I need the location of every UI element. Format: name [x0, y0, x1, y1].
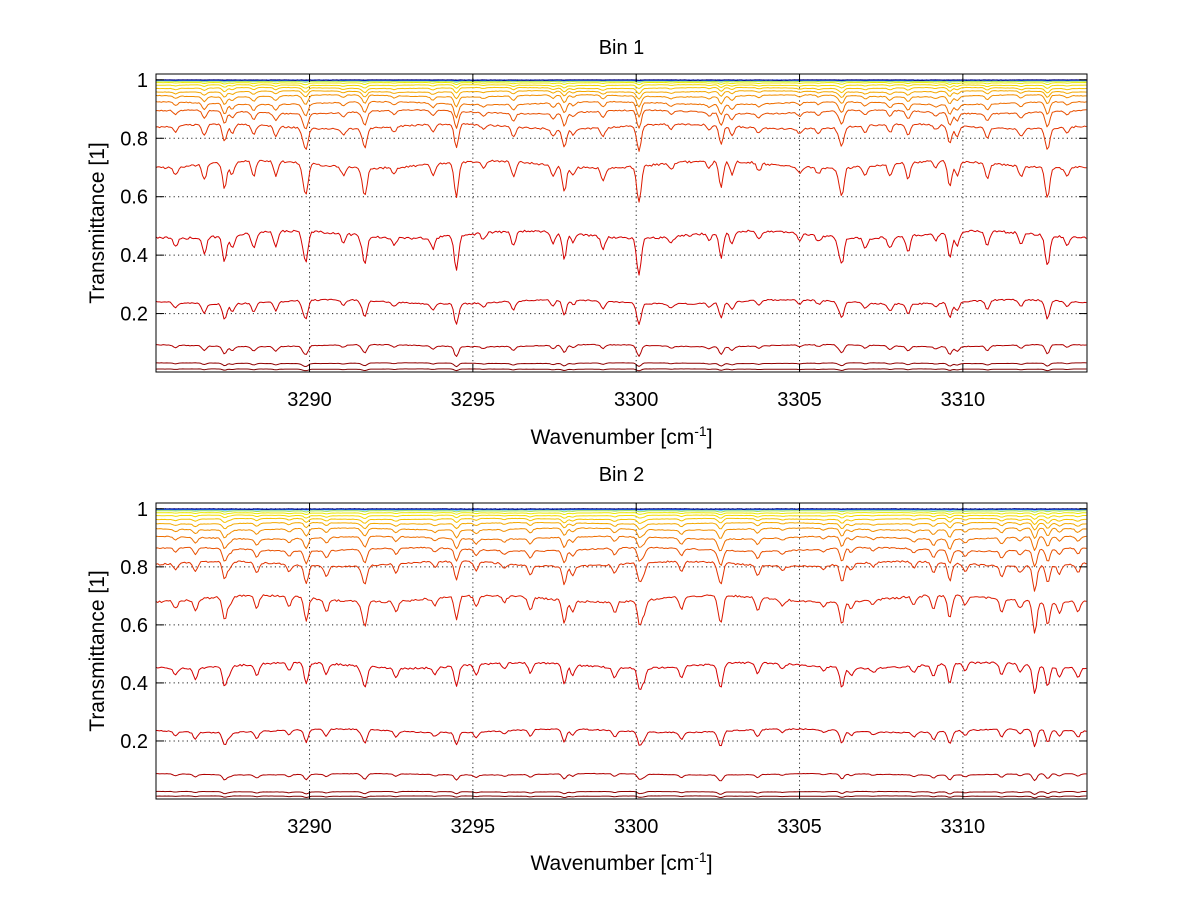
panel-1-title: Bin 1: [599, 37, 645, 59]
series-line-s14: [155, 81, 1087, 86]
y-tick-label: 0.8: [120, 128, 148, 150]
series-line-s18: [156, 508, 1087, 510]
series-line-s12: [155, 86, 1087, 95]
y-tick-label: 0.2: [120, 304, 148, 326]
panel-1-x-axis-label: Wavenumber [cm-1]: [530, 423, 712, 449]
panel-2-axes-frame: [155, 502, 1088, 800]
series-line-s6: [155, 594, 1087, 634]
series-line-s5: [155, 661, 1087, 694]
y-tick-label: 0.2: [120, 731, 148, 753]
panel-1-plot-area: [155, 73, 1088, 373]
series-line-s7: [155, 123, 1087, 152]
series-line-s15: [155, 80, 1087, 83]
series-line-s11: [155, 521, 1087, 531]
panel-2-x-axis-label: Wavenumber [cm-1]: [530, 849, 712, 875]
x-tick-label: 3305: [777, 389, 822, 411]
series-line-s10: [155, 527, 1087, 539]
series-line-s2: [155, 362, 1087, 368]
panel-1-y-tick-labels: 0.2 0.4 0.6 0.8 1: [120, 70, 148, 326]
y-tick-label: 0.8: [120, 557, 148, 579]
series-line-s10: [155, 94, 1087, 108]
panel-bin-2: Bin 2 3290 3295 3300 3305 3310 0.2 0.4 0.6 0.8 1…: [86, 464, 1088, 875]
panel-2-title: Bin 2: [599, 464, 645, 486]
series-line-s14: [155, 512, 1087, 516]
series-line-s9: [155, 535, 1087, 552]
x-tick-label: 3300: [614, 816, 659, 838]
x-tick-label: 3295: [451, 816, 496, 838]
series-line-s1: [155, 368, 1087, 372]
x-tick-label: 3300: [614, 389, 659, 411]
series-line-s2: [155, 790, 1087, 795]
panel-2-x-tick-labels: 3290 3295 3300 3305 3310: [287, 816, 985, 838]
series-line-s8: [155, 109, 1087, 130]
panel-2-series: [155, 508, 1087, 799]
x-tick-label: 3310: [941, 389, 986, 411]
series-line-s13: [155, 514, 1087, 520]
x-tick-label: 3290: [287, 816, 332, 838]
panel-2-ticks: [156, 503, 1087, 799]
y-tick-label: 0.4: [120, 245, 148, 267]
panel-1-x-tick-labels: 3290 3295 3300 3305 3310: [287, 389, 985, 411]
series-line-s18: [156, 79, 1087, 81]
series-line-s8: [155, 546, 1087, 568]
series-line-s3: [155, 772, 1087, 782]
y-tick-label: 0.6: [120, 615, 148, 637]
series-line-s3: [155, 343, 1087, 357]
y-tick-label: 0.6: [120, 187, 148, 209]
y-tick-label: 0.4: [120, 673, 148, 695]
y-tick-label: 1: [137, 70, 148, 92]
series-line-s6: [155, 159, 1087, 203]
series-line-s11: [155, 90, 1087, 100]
panel-2-y-tick-labels: 0.2 0.4 0.6 0.8 1: [120, 499, 148, 753]
panel-2-plot-area: [155, 502, 1088, 800]
series-line-s5: [155, 229, 1087, 276]
series-line-s7: [155, 560, 1087, 592]
panel-1-y-axis-label: Transmittance [1]: [86, 142, 109, 303]
series-line-s12: [155, 517, 1087, 526]
panel-2-y-axis-label: Transmittance [1]: [86, 570, 109, 731]
x-tick-label: 3295: [451, 389, 496, 411]
x-tick-label: 3290: [287, 389, 332, 411]
panel-1-ticks: [156, 74, 1087, 372]
series-line-s15: [155, 510, 1087, 513]
series-line-s9: [155, 100, 1087, 119]
series-line-s16: [155, 509, 1087, 511]
panel-1-series: [155, 79, 1087, 372]
series-line-s4: [155, 728, 1087, 748]
series-line-s4: [155, 298, 1087, 325]
series-line-s13: [155, 84, 1087, 90]
panel-1-axes-frame: [155, 73, 1088, 373]
y-tick-label: 1: [137, 499, 148, 521]
x-tick-label: 3305: [777, 816, 822, 838]
series-line-s1: [155, 795, 1087, 799]
x-tick-label: 3310: [941, 816, 986, 838]
panel-bin-1: Bin 1 3290 3295 3300 3305 3310 0.2 0.4 0.6 0.8 1…: [86, 37, 1088, 449]
